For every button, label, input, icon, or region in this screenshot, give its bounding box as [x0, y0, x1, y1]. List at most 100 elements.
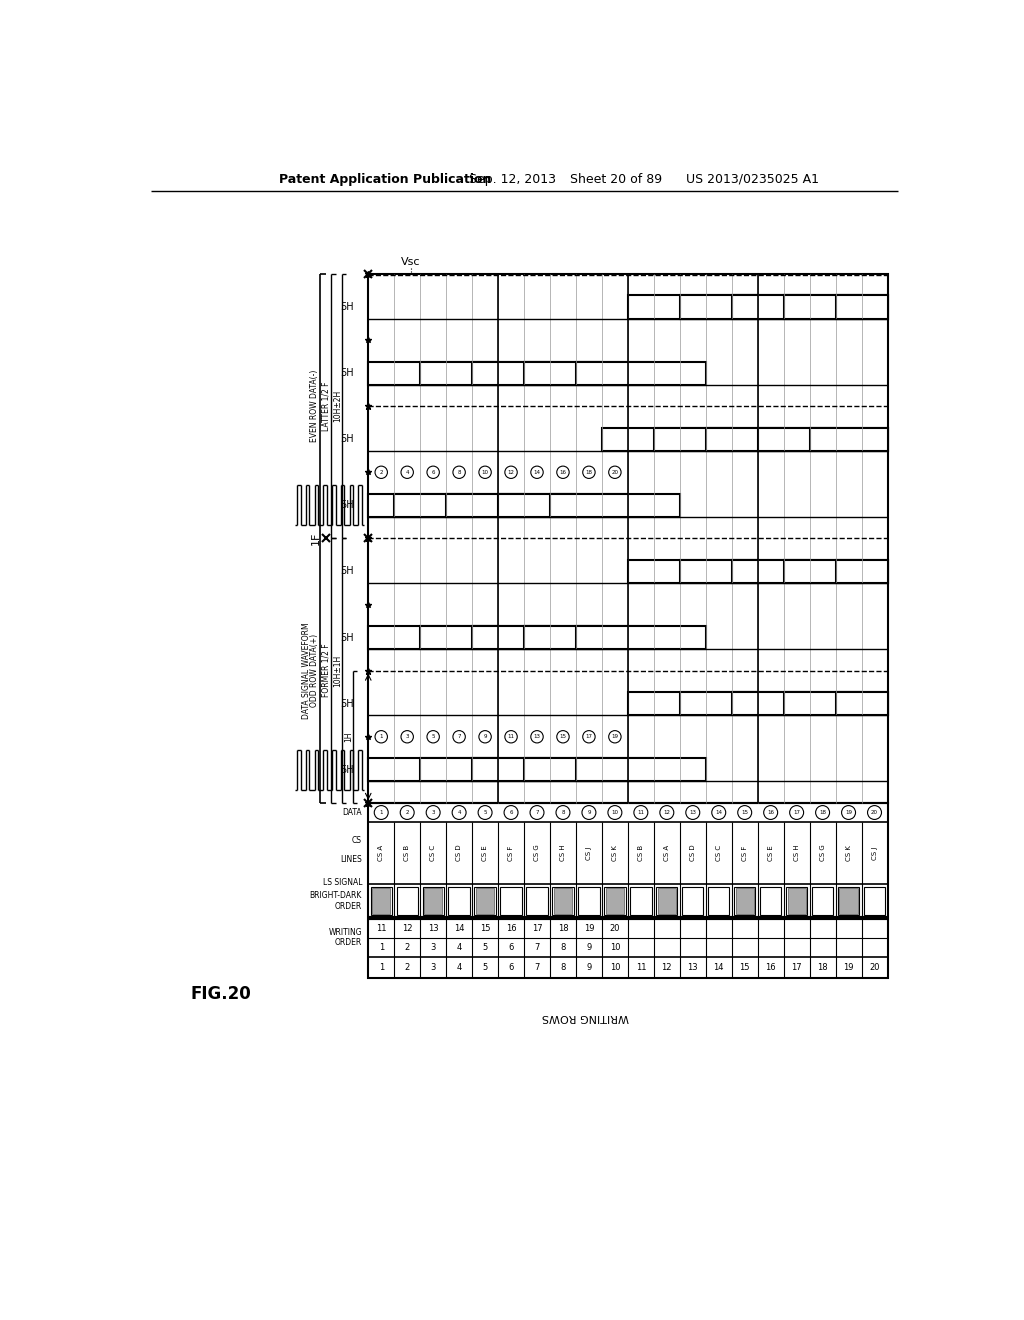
- Text: 12: 12: [508, 470, 514, 475]
- Text: FORMER 1/2 F: FORMER 1/2 F: [322, 644, 330, 697]
- Text: 14: 14: [715, 810, 722, 814]
- Bar: [628, 296, 758, 318]
- Bar: [476, 888, 495, 913]
- Text: 13: 13: [534, 734, 541, 739]
- Text: CS H: CS H: [560, 845, 566, 861]
- Text: 5: 5: [431, 734, 435, 739]
- Text: 10H±1H: 10H±1H: [333, 655, 342, 686]
- Text: 16: 16: [765, 964, 776, 972]
- Bar: [840, 888, 858, 913]
- Bar: [420, 362, 550, 384]
- Text: 17: 17: [792, 964, 802, 972]
- Text: CS: CS: [352, 836, 362, 845]
- Text: ODD ROW DATA(+): ODD ROW DATA(+): [309, 634, 318, 708]
- Text: 1F: 1F: [310, 532, 321, 545]
- Text: CS A: CS A: [378, 845, 384, 861]
- Bar: [579, 887, 600, 915]
- Text: 13: 13: [689, 810, 696, 814]
- Text: CS K: CS K: [612, 845, 617, 861]
- Text: 8: 8: [560, 964, 565, 972]
- Text: 17: 17: [531, 924, 543, 932]
- Text: 11: 11: [636, 964, 646, 972]
- Bar: [369, 803, 888, 978]
- Text: 17: 17: [794, 810, 800, 814]
- Text: 4: 4: [457, 942, 462, 952]
- Text: CS K: CS K: [846, 845, 852, 861]
- Text: 5H: 5H: [341, 698, 354, 709]
- Text: 7: 7: [536, 810, 539, 814]
- Text: CS D: CS D: [690, 845, 695, 861]
- Bar: [760, 887, 781, 915]
- Bar: [446, 494, 575, 517]
- Bar: [758, 428, 888, 451]
- Bar: [836, 296, 888, 318]
- Text: 6: 6: [509, 810, 513, 814]
- Bar: [423, 887, 443, 915]
- Text: 7: 7: [535, 964, 540, 972]
- Text: 20: 20: [869, 964, 880, 972]
- Bar: [734, 887, 756, 915]
- Text: 5H: 5H: [341, 368, 354, 378]
- Text: WRITING ROWS: WRITING ROWS: [542, 1012, 629, 1022]
- Text: 10: 10: [609, 964, 621, 972]
- Text: 18: 18: [586, 470, 593, 475]
- Bar: [732, 560, 861, 583]
- Text: 19: 19: [845, 810, 852, 814]
- Text: CS H: CS H: [794, 845, 800, 861]
- Text: CS J: CS J: [871, 846, 878, 859]
- Text: 5: 5: [482, 942, 487, 952]
- Bar: [575, 758, 706, 781]
- Text: Sheet 20 of 89: Sheet 20 of 89: [569, 173, 662, 186]
- Bar: [371, 887, 392, 915]
- Text: CS G: CS G: [819, 845, 825, 862]
- Text: CS F: CS F: [741, 845, 748, 861]
- Bar: [680, 692, 810, 715]
- Text: CS C: CS C: [430, 845, 436, 861]
- Bar: [812, 887, 834, 915]
- Bar: [575, 362, 706, 384]
- Text: 1: 1: [380, 734, 383, 739]
- Bar: [630, 887, 651, 915]
- Bar: [628, 692, 758, 715]
- Text: US 2013/0235025 A1: US 2013/0235025 A1: [686, 173, 819, 186]
- Text: 14: 14: [454, 924, 464, 932]
- Bar: [732, 296, 861, 318]
- Text: LS SIGNAL: LS SIGNAL: [323, 878, 362, 887]
- Text: Sep. 12, 2013: Sep. 12, 2013: [469, 173, 556, 186]
- Text: CS D: CS D: [456, 845, 462, 861]
- Text: 5H: 5H: [341, 566, 354, 577]
- Text: 18: 18: [819, 810, 826, 814]
- Bar: [472, 758, 602, 781]
- Bar: [606, 888, 624, 913]
- Text: 10H±2H: 10H±2H: [333, 389, 342, 422]
- Text: 9: 9: [483, 734, 486, 739]
- Text: CS E: CS E: [768, 845, 774, 861]
- Text: 4: 4: [458, 810, 461, 814]
- Bar: [369, 626, 498, 649]
- Text: 1: 1: [379, 942, 384, 952]
- Text: 9: 9: [587, 964, 592, 972]
- Text: 7: 7: [458, 734, 461, 739]
- Bar: [472, 626, 602, 649]
- Text: CS A: CS A: [664, 845, 670, 861]
- Text: Patent Application Publication: Patent Application Publication: [280, 173, 492, 186]
- Text: Vsc: Vsc: [401, 257, 421, 268]
- Text: 18: 18: [558, 924, 568, 932]
- Text: 3: 3: [430, 942, 436, 952]
- Bar: [372, 888, 390, 913]
- Text: 8: 8: [560, 942, 565, 952]
- Text: CS E: CS E: [482, 845, 488, 861]
- Text: 13: 13: [428, 924, 438, 932]
- Bar: [787, 888, 806, 913]
- Text: 15: 15: [741, 810, 749, 814]
- Text: 18: 18: [817, 964, 828, 972]
- Text: 14: 14: [534, 470, 541, 475]
- Text: 5H: 5H: [341, 434, 354, 445]
- Bar: [396, 887, 418, 915]
- Text: 4: 4: [406, 470, 409, 475]
- Text: 15: 15: [480, 924, 490, 932]
- Text: 10: 10: [481, 470, 488, 475]
- Text: CS G: CS G: [534, 845, 540, 862]
- Text: BRIGHT-DARK
ORDER: BRIGHT-DARK ORDER: [309, 891, 362, 911]
- Bar: [656, 887, 678, 915]
